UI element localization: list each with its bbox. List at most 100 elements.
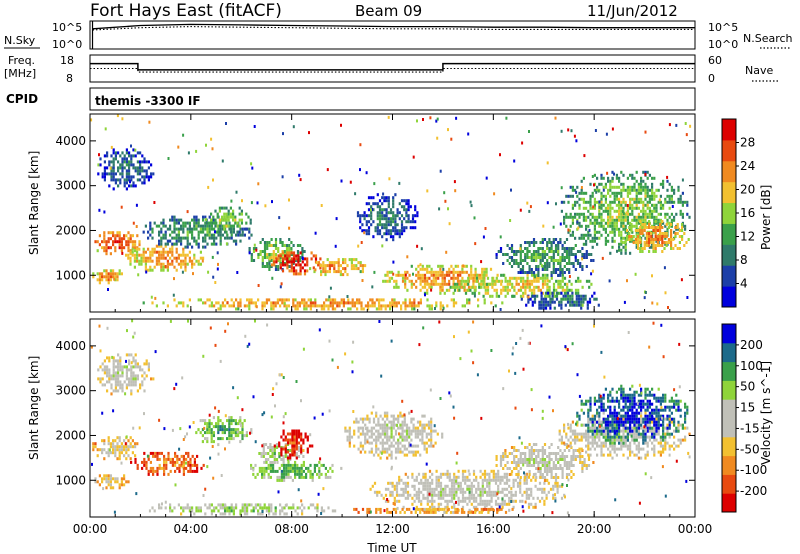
heatmap-cell xyxy=(297,435,301,439)
heatmap-cell xyxy=(576,212,579,216)
heatmap-speckle xyxy=(570,129,573,133)
heatmap-cell xyxy=(536,496,539,500)
heatmap-cell xyxy=(430,426,433,430)
heatmap-cell xyxy=(548,256,551,259)
heatmap-cell xyxy=(118,451,121,455)
heatmap-cell xyxy=(132,154,135,158)
heatmap-cell xyxy=(293,441,296,445)
heatmap-cell xyxy=(585,227,588,231)
heatmap-speckle xyxy=(436,136,439,140)
heatmap-speckle xyxy=(568,275,571,278)
heatmap-cell xyxy=(367,214,371,218)
heatmap-cell xyxy=(448,475,451,479)
heatmap-cell xyxy=(302,460,305,464)
heatmap-cell xyxy=(117,160,120,164)
heatmap-cell xyxy=(530,464,533,467)
heatmap-cell xyxy=(481,270,484,274)
heatmap-cell xyxy=(173,224,176,228)
heatmap-speckle xyxy=(280,282,283,286)
heatmap-cell xyxy=(428,270,431,274)
heatmap-cell xyxy=(596,221,599,225)
heatmap-cell xyxy=(414,450,417,454)
heatmap-cell xyxy=(313,270,316,274)
heatmap-cell xyxy=(450,490,454,494)
heatmap-cell xyxy=(392,438,395,442)
heatmap-cell xyxy=(191,265,194,269)
heatmap-cell xyxy=(158,250,161,254)
heatmap-cell xyxy=(537,265,540,268)
heatmap-cell xyxy=(250,253,253,256)
heatmap-cell xyxy=(618,227,621,231)
heatmap-cell xyxy=(401,432,404,436)
heatmap-cell xyxy=(370,447,373,451)
heatmap-cell xyxy=(114,445,117,449)
heatmap-cell xyxy=(659,218,662,222)
heatmap-cell xyxy=(652,247,655,250)
heatmap-cell xyxy=(225,212,228,216)
heatmap-cell xyxy=(348,258,351,262)
heatmap-cell xyxy=(143,175,146,179)
heatmap-cell xyxy=(552,288,556,292)
heatmap-cell xyxy=(533,279,536,283)
heatmap-cell xyxy=(635,233,638,237)
heatmap-cell xyxy=(202,245,205,249)
heatmap-cell xyxy=(441,279,444,283)
heatmap-cell xyxy=(394,229,397,233)
heatmap-cell xyxy=(314,304,317,308)
heatmap-cell xyxy=(452,267,455,271)
heatmap-cell xyxy=(116,436,119,440)
heatmap-cell xyxy=(348,444,351,448)
heatmap-cell xyxy=(456,273,460,277)
heatmap-cell xyxy=(550,250,553,253)
heatmap-cell xyxy=(559,279,562,283)
heatmap-cell xyxy=(480,285,483,289)
heatmap-cell xyxy=(366,429,369,433)
heatmap-cell xyxy=(434,429,437,433)
heatmap-cell xyxy=(502,452,505,455)
heatmap-cell xyxy=(546,273,549,277)
heatmap-cell xyxy=(391,301,394,305)
heatmap-cell xyxy=(435,301,438,305)
heatmap-cell xyxy=(620,191,623,195)
heatmap-cell xyxy=(609,230,612,234)
heatmap-cell xyxy=(499,458,503,461)
heatmap-cell xyxy=(416,444,420,448)
heatmap-cell xyxy=(101,278,104,282)
heatmap-speckle xyxy=(583,154,586,158)
heatmap-cell xyxy=(262,446,265,449)
heatmap-cell xyxy=(549,487,553,491)
heatmap-cell xyxy=(479,490,482,494)
heatmap-cell xyxy=(328,270,331,274)
heatmap-cell xyxy=(527,300,530,304)
heatmap-cell xyxy=(365,220,368,224)
heatmap-cell xyxy=(524,446,527,449)
heatmap-cell xyxy=(461,490,465,494)
heatmap-cell xyxy=(109,246,112,250)
heatmap-cell xyxy=(631,203,634,207)
heatmap-cell xyxy=(359,450,362,454)
heatmap-cell xyxy=(367,202,371,206)
heatmap-cell xyxy=(495,294,498,298)
heatmap-cell xyxy=(227,215,230,219)
heatmap-cell xyxy=(474,273,477,277)
heatmap-cell xyxy=(409,493,412,497)
heatmap-cell xyxy=(512,481,515,485)
heatmap-cell xyxy=(635,224,638,228)
heatmap-cell xyxy=(372,202,375,206)
heatmap-cell xyxy=(197,245,200,249)
heatmap-cell xyxy=(274,265,278,268)
heatmap-cell xyxy=(372,438,376,442)
heatmap-cell xyxy=(386,417,389,421)
heatmap-cell xyxy=(384,493,388,497)
heatmap-cell xyxy=(302,449,305,452)
heatmap-cell xyxy=(490,301,493,305)
heatmap-cell xyxy=(430,423,433,427)
heatmap-cell xyxy=(468,508,471,512)
heatmap-cell xyxy=(188,256,191,260)
heatmap-cell xyxy=(652,244,655,247)
heatmap-cell xyxy=(457,475,460,479)
heatmap-cell xyxy=(383,420,387,424)
heatmap-cell xyxy=(454,276,457,280)
heatmap-cell xyxy=(560,300,563,304)
heatmap-cell xyxy=(513,288,516,292)
